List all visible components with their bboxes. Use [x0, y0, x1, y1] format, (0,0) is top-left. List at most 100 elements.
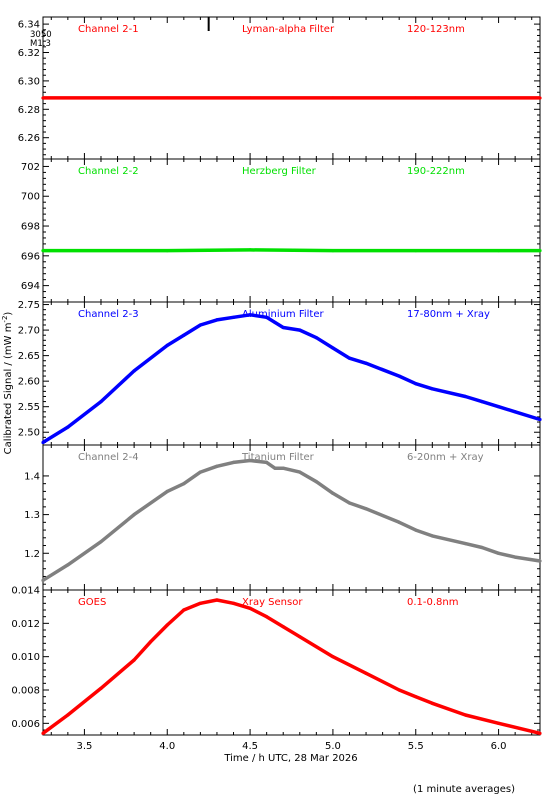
data-point: [231, 315, 236, 319]
data-point: [215, 598, 219, 602]
panel-5: 0.006 0.008 0.010 0.012 0.014 GOES Xray Sensor…: [11, 586, 542, 736]
y-tick-label: 700: [21, 192, 40, 203]
data-point: [538, 249, 542, 253]
y-tick-label: 696: [21, 251, 40, 262]
x-tick-label: 4.5: [242, 741, 258, 752]
channel-label: GOES: [78, 597, 106, 608]
data-point: [281, 625, 285, 629]
y-tick-label: 2.70: [18, 326, 40, 337]
data-point: [463, 713, 468, 717]
data-point: [496, 405, 501, 409]
data-point: [265, 615, 269, 619]
data-point: [41, 96, 45, 100]
channel-label: Channel 2-4: [78, 452, 139, 463]
y-tick-label: 694: [21, 281, 40, 292]
data-point: [182, 333, 186, 337]
data-point: [165, 96, 169, 100]
data-point: [414, 382, 418, 386]
data-point: [198, 470, 202, 474]
data-point: [231, 460, 236, 464]
data-point: [331, 655, 335, 659]
data-point: [331, 346, 335, 350]
panels-group: 6.26 6.28 6.30 6.32 6.34 Channel 2-1 Lyman-alp…: [11, 16, 542, 752]
y-tick-label: 1.2: [24, 549, 40, 560]
y-tick-label: 6.26: [18, 133, 40, 144]
series-line: [42, 313, 541, 444]
data-point: [248, 606, 252, 610]
data-point: [364, 671, 368, 675]
data-point: [430, 701, 434, 705]
data-point: [281, 325, 285, 330]
y-axis-title-main: Calibrated Signal / (mW m: [3, 323, 14, 455]
channel-label: Channel 2-2: [78, 166, 139, 177]
data-point: [132, 658, 136, 662]
filter-label: Xray Sensor: [242, 597, 303, 608]
y-tick-label: 6.34: [18, 20, 40, 31]
panel-frame: [42, 444, 541, 591]
data-point: [538, 731, 542, 735]
data-point: [41, 249, 45, 253]
x-axis-title: Time / h UTC, 28 Mar 2026: [223, 753, 357, 764]
x-tick-label: 5.5: [408, 741, 424, 752]
data-point: [215, 318, 219, 322]
data-point: [331, 249, 335, 253]
y-tick-label: 0.014: [11, 586, 40, 597]
data-point: [538, 417, 542, 422]
data-point: [513, 410, 517, 414]
band-label: 190-222nm: [407, 166, 465, 177]
data-point: [281, 466, 285, 470]
data-point: [41, 731, 45, 735]
x-tick-label: 3.5: [76, 741, 92, 752]
data-point: [182, 608, 186, 612]
channel-label: Channel 2-3: [78, 309, 139, 320]
data-point: [149, 640, 153, 644]
data-point: [496, 551, 501, 555]
data-point: [496, 249, 501, 253]
data-point: [513, 555, 517, 559]
band-label: 6-20nm + Xray: [407, 452, 484, 463]
panel-2: 694 696 698 700 702 Channel 2-2 Herzberg Filte…: [21, 158, 542, 303]
data-point: [66, 713, 70, 717]
series-line: [43, 248, 540, 253]
data-point: [480, 399, 484, 404]
data-point: [165, 623, 169, 627]
data-point: [538, 559, 542, 563]
x-tick-label: 5.0: [325, 741, 341, 752]
data-point: [248, 96, 252, 100]
data-point: [298, 328, 302, 332]
data-point: [314, 336, 318, 340]
data-point: [198, 323, 202, 327]
corner-note-line-2: M1.3: [30, 39, 51, 49]
footnote: (1 minute averages): [413, 784, 515, 795]
data-point: [265, 460, 269, 464]
data-point: [397, 374, 401, 378]
data-point: [397, 520, 401, 524]
data-point: [298, 470, 302, 474]
data-point: [273, 320, 277, 325]
band-label: 120-123nm: [407, 24, 465, 35]
y-tick-label: 0.008: [11, 686, 40, 697]
data-point: [248, 458, 252, 463]
data-point: [314, 480, 318, 484]
data-point: [165, 249, 169, 253]
data-point: [132, 369, 136, 373]
data-point: [165, 489, 169, 493]
y-tick-label: 2.55: [18, 402, 40, 413]
filter-label: Titanium Filter: [241, 452, 315, 463]
data-point: [538, 96, 542, 100]
filter-label: Herzberg Filter: [242, 166, 317, 177]
x-tick-label: 6.0: [491, 741, 507, 752]
data-point: [430, 534, 434, 538]
panel-4: 1.2 1.3 1.4 Channel 2-4 Titanium Filter 6-20n…: [24, 444, 542, 591]
channel-label: Channel 2-1: [78, 24, 139, 35]
data-point: [165, 343, 169, 348]
y-tick-label: 698: [21, 222, 40, 233]
y-axis-title: Calibrated Signal / (mW m-2): [1, 312, 14, 455]
data-point: [364, 361, 368, 365]
data-point: [41, 440, 45, 445]
data-point: [265, 315, 269, 319]
y-tick-label: 1.4: [24, 471, 40, 482]
data-point: [132, 513, 136, 517]
y-tick-label: 0.010: [11, 652, 40, 663]
panel-frame: [42, 16, 541, 160]
